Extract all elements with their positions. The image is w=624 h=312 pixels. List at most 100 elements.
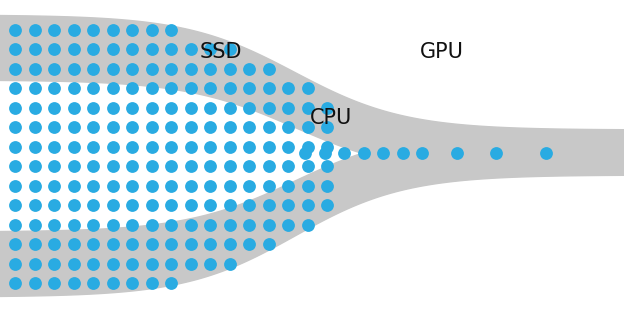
Point bbox=[88, 124, 98, 129]
Point bbox=[10, 241, 20, 246]
Point bbox=[49, 66, 59, 71]
Point bbox=[491, 150, 501, 155]
Point bbox=[322, 124, 332, 129]
Point bbox=[49, 85, 59, 90]
Point bbox=[147, 144, 157, 149]
Point bbox=[69, 66, 79, 71]
Point bbox=[127, 105, 137, 110]
Point bbox=[69, 46, 79, 51]
Point bbox=[10, 46, 20, 51]
Point bbox=[166, 241, 176, 246]
Point bbox=[10, 124, 20, 129]
Point bbox=[127, 27, 137, 32]
Point bbox=[166, 144, 176, 149]
Point bbox=[127, 124, 137, 129]
Point bbox=[107, 85, 117, 90]
Point bbox=[185, 202, 195, 207]
Point bbox=[166, 27, 176, 32]
Point bbox=[322, 105, 332, 110]
Point bbox=[107, 280, 117, 285]
Point bbox=[29, 124, 39, 129]
Point bbox=[10, 85, 20, 90]
Point bbox=[88, 261, 98, 266]
Point bbox=[69, 202, 79, 207]
Point bbox=[205, 222, 215, 227]
Point bbox=[205, 183, 215, 188]
Point bbox=[205, 202, 215, 207]
Point bbox=[147, 241, 157, 246]
Point bbox=[205, 105, 215, 110]
Point bbox=[127, 183, 137, 188]
Point bbox=[88, 46, 98, 51]
Point bbox=[107, 124, 117, 129]
Point bbox=[107, 183, 117, 188]
Point bbox=[205, 241, 215, 246]
Point bbox=[244, 66, 254, 71]
Point bbox=[166, 280, 176, 285]
Point bbox=[10, 280, 20, 285]
Point bbox=[303, 105, 313, 110]
Point bbox=[10, 27, 20, 32]
Point bbox=[397, 150, 407, 155]
Point bbox=[127, 144, 137, 149]
Point bbox=[205, 85, 215, 90]
Point bbox=[107, 202, 117, 207]
Point bbox=[205, 144, 215, 149]
Point bbox=[29, 183, 39, 188]
Point bbox=[452, 150, 462, 155]
Point bbox=[49, 183, 59, 188]
Point bbox=[185, 222, 195, 227]
Point bbox=[49, 144, 59, 149]
Point bbox=[49, 222, 59, 227]
Point bbox=[283, 183, 293, 188]
Point bbox=[225, 85, 235, 90]
Point bbox=[283, 85, 293, 90]
Point bbox=[49, 241, 59, 246]
Point bbox=[225, 202, 235, 207]
Point bbox=[244, 163, 254, 168]
Point bbox=[29, 241, 39, 246]
Point bbox=[166, 222, 176, 227]
Point bbox=[244, 183, 254, 188]
Point bbox=[185, 261, 195, 266]
Point bbox=[225, 222, 235, 227]
Text: SSD: SSD bbox=[200, 42, 243, 62]
Text: CPU: CPU bbox=[310, 108, 353, 128]
Point bbox=[225, 144, 235, 149]
Point bbox=[69, 241, 79, 246]
Point bbox=[263, 222, 273, 227]
Point bbox=[88, 27, 98, 32]
Point bbox=[263, 105, 273, 110]
Point bbox=[107, 261, 117, 266]
Point bbox=[322, 163, 332, 168]
Point bbox=[303, 144, 313, 149]
Point bbox=[359, 150, 369, 155]
Point bbox=[166, 202, 176, 207]
Point bbox=[283, 144, 293, 149]
Point bbox=[147, 261, 157, 266]
Point bbox=[205, 163, 215, 168]
Point bbox=[147, 27, 157, 32]
Point bbox=[225, 66, 235, 71]
Point bbox=[29, 280, 39, 285]
Point bbox=[263, 202, 273, 207]
Point bbox=[225, 261, 235, 266]
Point bbox=[147, 124, 157, 129]
Point bbox=[107, 144, 117, 149]
Point bbox=[107, 222, 117, 227]
Point bbox=[127, 46, 137, 51]
Point bbox=[127, 241, 137, 246]
Point bbox=[417, 150, 427, 155]
Point bbox=[29, 222, 39, 227]
Point bbox=[127, 280, 137, 285]
Point bbox=[185, 105, 195, 110]
Point bbox=[29, 105, 39, 110]
Point bbox=[166, 46, 176, 51]
Point bbox=[166, 183, 176, 188]
Point bbox=[319, 150, 329, 155]
Point bbox=[29, 27, 39, 32]
Point bbox=[225, 124, 235, 129]
Point bbox=[10, 163, 20, 168]
Point bbox=[10, 202, 20, 207]
Point bbox=[205, 66, 215, 71]
